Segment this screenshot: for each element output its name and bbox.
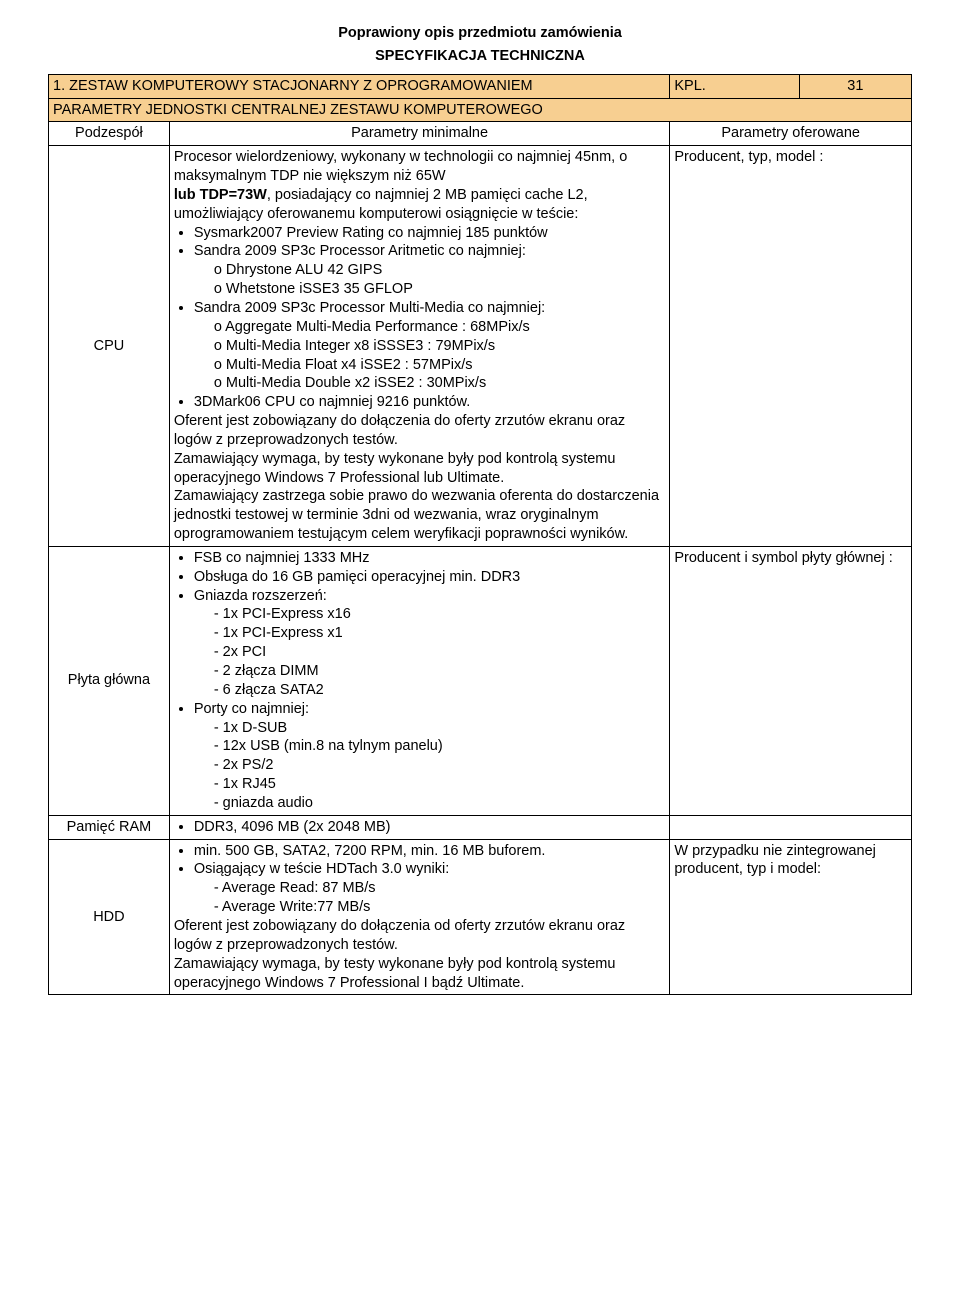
- hdd-b2a: Average Read: 87 MB/s: [214, 879, 666, 898]
- cpu-b3-text: Sandra 2009 SP3c Processor Multi-Media c…: [194, 300, 545, 316]
- mb-b3e: 6 złącza SATA2: [214, 681, 666, 700]
- mb-b2: Obsługa do 16 GB pamięci operacyjnej min…: [194, 568, 666, 587]
- ram-label: Pamięć RAM: [49, 815, 170, 839]
- hdd-label: HDD: [49, 839, 170, 995]
- cpu-min-params: Procesor wielordzeniowy, wykonany w tech…: [169, 146, 670, 547]
- cpu-b2b: Whetstone iSSE3 35 GFLOP: [214, 280, 666, 299]
- mb-offered: Producent i symbol płyty głównej :: [670, 546, 912, 815]
- mb-min-params: FSB co najmniej 1333 MHz Obsługa do 16 G…: [169, 546, 670, 815]
- col-header-component: Podzespół: [49, 122, 170, 146]
- mb-b4b: 12x USB (min.8 na tylnym panelu): [214, 737, 666, 756]
- doc-title: Poprawiony opis przedmiotu zamówienia: [48, 24, 912, 43]
- cpu-b1: Sysmark2007 Preview Rating co najmniej 1…: [194, 224, 666, 243]
- mb-bullets: FSB co najmniej 1333 MHz Obsługa do 16 G…: [174, 549, 666, 813]
- hdd-b2: Osiągający w teście HDTach 3.0 wyniki: A…: [194, 860, 666, 917]
- hdd-b2-sub: Average Read: 87 MB/s Average Write:77 M…: [194, 879, 666, 917]
- cpu-intro-1: Procesor wielordzeniowy, wykonany w tech…: [174, 148, 666, 186]
- cpu-b3d: Multi-Media Double x2 iSSE2 : 30MPix/s: [214, 374, 666, 393]
- mb-b3c: 2x PCI: [214, 643, 666, 662]
- header-1-kpl-label: KPL.: [670, 75, 799, 98]
- spec-table: 1. ZESTAW KOMPUTEROWY STACJONARNY Z OPRO…: [48, 74, 912, 996]
- mb-b4a: 1x D-SUB: [214, 719, 666, 738]
- header-1-right: KPL. 31: [670, 74, 912, 98]
- hdd-b2b: Average Write:77 MB/s: [214, 898, 666, 917]
- cpu-b2a: Dhrystone ALU 42 GIPS: [214, 261, 666, 280]
- cpu-b3a: Aggregate Multi-Media Performance : 68MP…: [214, 318, 666, 337]
- row-motherboard: Płyta główna FSB co najmniej 1333 MHz Ob…: [49, 546, 912, 815]
- header-1-left: 1. ZESTAW KOMPUTEROWY STACJONARNY Z OPRO…: [49, 74, 670, 98]
- hdd-bullets: min. 500 GB, SATA2, 7200 RPM, min. 16 MB…: [174, 842, 666, 917]
- cpu-b3b: Multi-Media Integer x8 iSSSE3 : 79MPix/s: [214, 337, 666, 356]
- mb-label: Płyta główna: [49, 546, 170, 815]
- cpu-p2: Zamawiający wymaga, by testy wykonane by…: [174, 450, 666, 488]
- cpu-b3: Sandra 2009 SP3c Processor Multi-Media c…: [194, 299, 666, 393]
- cpu-b2-sub: Dhrystone ALU 42 GIPS Whetstone iSSE3 35…: [194, 261, 666, 299]
- row-cpu: CPU Procesor wielordzeniowy, wykonany w …: [49, 146, 912, 547]
- hdd-min-params: min. 500 GB, SATA2, 7200 RPM, min. 16 MB…: [169, 839, 670, 995]
- row-ram: Pamięć RAM DDR3, 4096 MB (2x 2048 MB): [49, 815, 912, 839]
- mb-b1: FSB co najmniej 1333 MHz: [194, 549, 666, 568]
- cpu-b2-text: Sandra 2009 SP3c Processor Aritmetic co …: [194, 243, 526, 259]
- cpu-intro-2: lub TDP=73W, posiadający co najmniej 2 M…: [174, 186, 666, 224]
- mb-b4: Porty co najmniej: 1x D-SUB 12x USB (min…: [194, 700, 666, 813]
- hdd-p1: Oferent jest zobowiązany do dołączenia o…: [174, 917, 666, 955]
- row-hdd: HDD min. 500 GB, SATA2, 7200 RPM, min. 1…: [49, 839, 912, 995]
- header-row-2: PARAMETRY JEDNOSTKI CENTRALNEJ ZESTAWU K…: [49, 98, 912, 122]
- ram-bullets: DDR3, 4096 MB (2x 2048 MB): [174, 818, 666, 837]
- mb-b3-sub: 1x PCI-Express x16 1x PCI-Express x1 2x …: [194, 605, 666, 699]
- ram-offered: [670, 815, 912, 839]
- cpu-offered: Producent, typ, model :: [670, 146, 912, 547]
- hdd-b2-text: Osiągający w teście HDTach 3.0 wyniki:: [194, 861, 449, 877]
- mb-b3: Gniazda rozszerzeń: 1x PCI-Express x16 1…: [194, 587, 666, 700]
- cpu-label: CPU: [49, 146, 170, 547]
- hdd-offered: W przypadku nie zintegrowanej producent,…: [670, 839, 912, 995]
- col-header-min-params: Parametry minimalne: [169, 122, 670, 146]
- mb-b3d: 2 złącza DIMM: [214, 662, 666, 681]
- cpu-intro-2-bold: lub TDP=73W: [174, 187, 267, 203]
- ram-b1: DDR3, 4096 MB (2x 2048 MB): [194, 818, 666, 837]
- mb-b4d: 1x RJ45: [214, 775, 666, 794]
- col-header-offered-params: Parametry oferowane: [670, 122, 912, 146]
- mb-b3b: 1x PCI-Express x1: [214, 624, 666, 643]
- cpu-b3c: Multi-Media Float x4 iSSE2 : 57MPix/s: [214, 356, 666, 375]
- header-row-1: 1. ZESTAW KOMPUTEROWY STACJONARNY Z OPRO…: [49, 74, 912, 98]
- mb-b4-sub: 1x D-SUB 12x USB (min.8 na tylnym panelu…: [194, 719, 666, 813]
- col-header-row: Podzespół Parametry minimalne Parametry …: [49, 122, 912, 146]
- hdd-p2: Zamawiający wymaga, by testy wykonane by…: [174, 955, 666, 993]
- cpu-p3: Zamawiający zastrzega sobie prawo do wez…: [174, 487, 666, 544]
- header-2-text: PARAMETRY JEDNOSTKI CENTRALNEJ ZESTAWU K…: [49, 98, 912, 122]
- cpu-p1: Oferent jest zobowiązany do dołączenia d…: [174, 412, 666, 450]
- ram-min-params: DDR3, 4096 MB (2x 2048 MB): [169, 815, 670, 839]
- header-1-kpl-value: 31: [799, 75, 911, 98]
- cpu-b3-sub: Aggregate Multi-Media Performance : 68MP…: [194, 318, 666, 393]
- mb-b4e: gniazda audio: [214, 794, 666, 813]
- mb-b3a: 1x PCI-Express x16: [214, 605, 666, 624]
- mb-b3-text: Gniazda rozszerzeń:: [194, 588, 327, 604]
- cpu-b2: Sandra 2009 SP3c Processor Aritmetic co …: [194, 242, 666, 299]
- doc-subtitle: SPECYFIKACJA TECHNICZNA: [48, 47, 912, 66]
- cpu-bullets: Sysmark2007 Preview Rating co najmniej 1…: [174, 224, 666, 412]
- mb-b4-text: Porty co najmniej:: [194, 701, 309, 717]
- mb-b4c: 2x PS/2: [214, 756, 666, 775]
- cpu-b4: 3DMark06 CPU co najmniej 9216 punktów.: [194, 393, 666, 412]
- hdd-b1: min. 500 GB, SATA2, 7200 RPM, min. 16 MB…: [194, 842, 666, 861]
